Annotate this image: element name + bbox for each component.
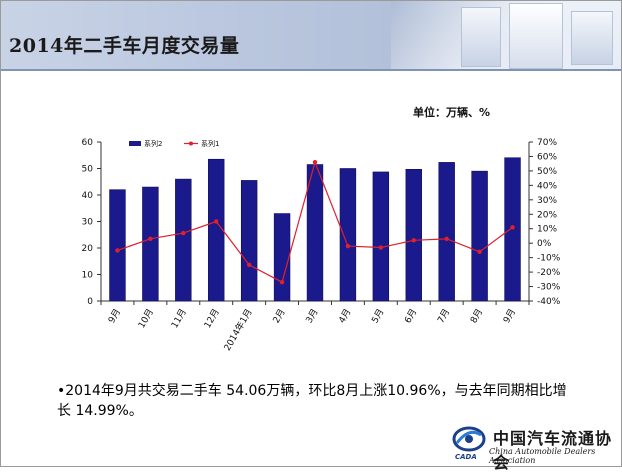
line-point (181, 230, 186, 236)
bar (240, 180, 258, 302)
y-tick-left-label: 0 (87, 297, 93, 307)
x-tick-label: 6月 (402, 307, 419, 325)
y-tick-right-label: 50% (537, 167, 557, 177)
summary-text: •2014年9月共交易二手车 54.06万辆，环比8月上涨10.96%，与去年同… (57, 381, 577, 421)
bar (372, 171, 390, 302)
legend-label: 系列2 (144, 139, 162, 148)
line-point (115, 248, 120, 253)
y-tick-right-label: 60% (537, 152, 557, 162)
summary-body: 2014年9月共交易二手车 54.06万辆，环比8月上涨10.96%，与去年同期… (57, 383, 567, 419)
y-tick-left-label: 20 (82, 244, 94, 254)
bar (273, 213, 291, 302)
y-tick-left-label: 40 (82, 191, 94, 201)
line-point (477, 249, 482, 255)
bar (109, 189, 126, 302)
line-point (312, 160, 318, 165)
y-tick-right-label: 10% (537, 225, 557, 235)
line-point (411, 238, 416, 243)
y-tick-left-label: 50 (82, 165, 94, 175)
y-tick-right-label: -10% (537, 254, 561, 264)
x-tick-label: 2014年1月 (221, 307, 255, 353)
y-tick-right-label: 40% (537, 181, 557, 191)
cada-logo-icon (452, 426, 486, 452)
chart: 0 10 20 30 40 50 60 -40% -30% -20% -10% 0% 10% 20% 30%… (82, 138, 561, 353)
bar (142, 186, 159, 302)
line-point (214, 219, 219, 224)
legend-label: 系列1 (201, 139, 219, 148)
x-tick-label: 8月 (468, 307, 485, 325)
decor-cube (571, 11, 613, 65)
line-point (148, 236, 153, 242)
line-point (279, 280, 285, 285)
bar (438, 162, 455, 302)
x-tick-label: 9月 (106, 307, 123, 325)
unit-label: 单位：万辆、% (413, 106, 491, 119)
line-point (345, 243, 351, 249)
line-point (246, 262, 252, 268)
legend: 系列2 系列1 (129, 139, 219, 148)
x-tick-label: 7月 (435, 307, 452, 325)
legend-swatch-point (189, 141, 193, 146)
line-point (444, 236, 449, 242)
x-tick-label: 12月 (202, 307, 222, 330)
bar (175, 178, 192, 302)
bar (471, 170, 488, 302)
x-tick-label: 11月 (169, 307, 189, 330)
bar-series (109, 157, 521, 302)
bar (306, 164, 324, 302)
y-tick-right-label: -20% (537, 268, 561, 278)
line-point (510, 225, 515, 230)
header-band: 2014年二手车月度交易量 (1, 1, 621, 71)
page-title: 2014年二手车月度交易量 (9, 35, 240, 57)
y-tick-right-label: 70% (537, 138, 557, 148)
y-tick-right-label: -40% (537, 297, 561, 307)
y-tick-left-label: 30 (82, 218, 94, 228)
logo: CADA 中国汽车流通协会 China Automobile Dealers A… (449, 419, 621, 472)
y-tick-right-label: 0% (537, 239, 552, 249)
x-tick-label: 9月 (501, 307, 518, 325)
bar (405, 168, 422, 302)
line-series (115, 160, 515, 285)
bar (208, 158, 225, 302)
y-tick-right-label: 30% (537, 196, 557, 206)
y-tick-right-label: -30% (537, 283, 561, 293)
bullet-marker: • (57, 383, 66, 399)
category-labels: 9月 10月 11月 12月 2014年1月 2月 3月 4月 5月 6月 7月 8月 9月 (106, 307, 518, 353)
decor-cube (461, 7, 501, 67)
x-tick-label: 5月 (370, 307, 387, 325)
y-tick-left-label: 10 (82, 271, 94, 281)
x-tick-label: 10月 (136, 307, 156, 330)
logo-abbr: CADA (455, 453, 477, 461)
x-tick-label: 4月 (337, 307, 354, 325)
decor-cube (509, 3, 563, 69)
line-point (378, 245, 384, 250)
logo-name-en: China Automobile Dealers Association (489, 447, 596, 465)
header-decoration (391, 1, 621, 69)
bar (339, 168, 357, 302)
y-tick-left-label: 60 (82, 138, 94, 148)
y-tick-right-label: 20% (537, 210, 557, 220)
legend-swatch-bar (129, 141, 141, 146)
x-tick-label: 3月 (304, 307, 321, 325)
x-tick-label: 2月 (271, 307, 288, 325)
